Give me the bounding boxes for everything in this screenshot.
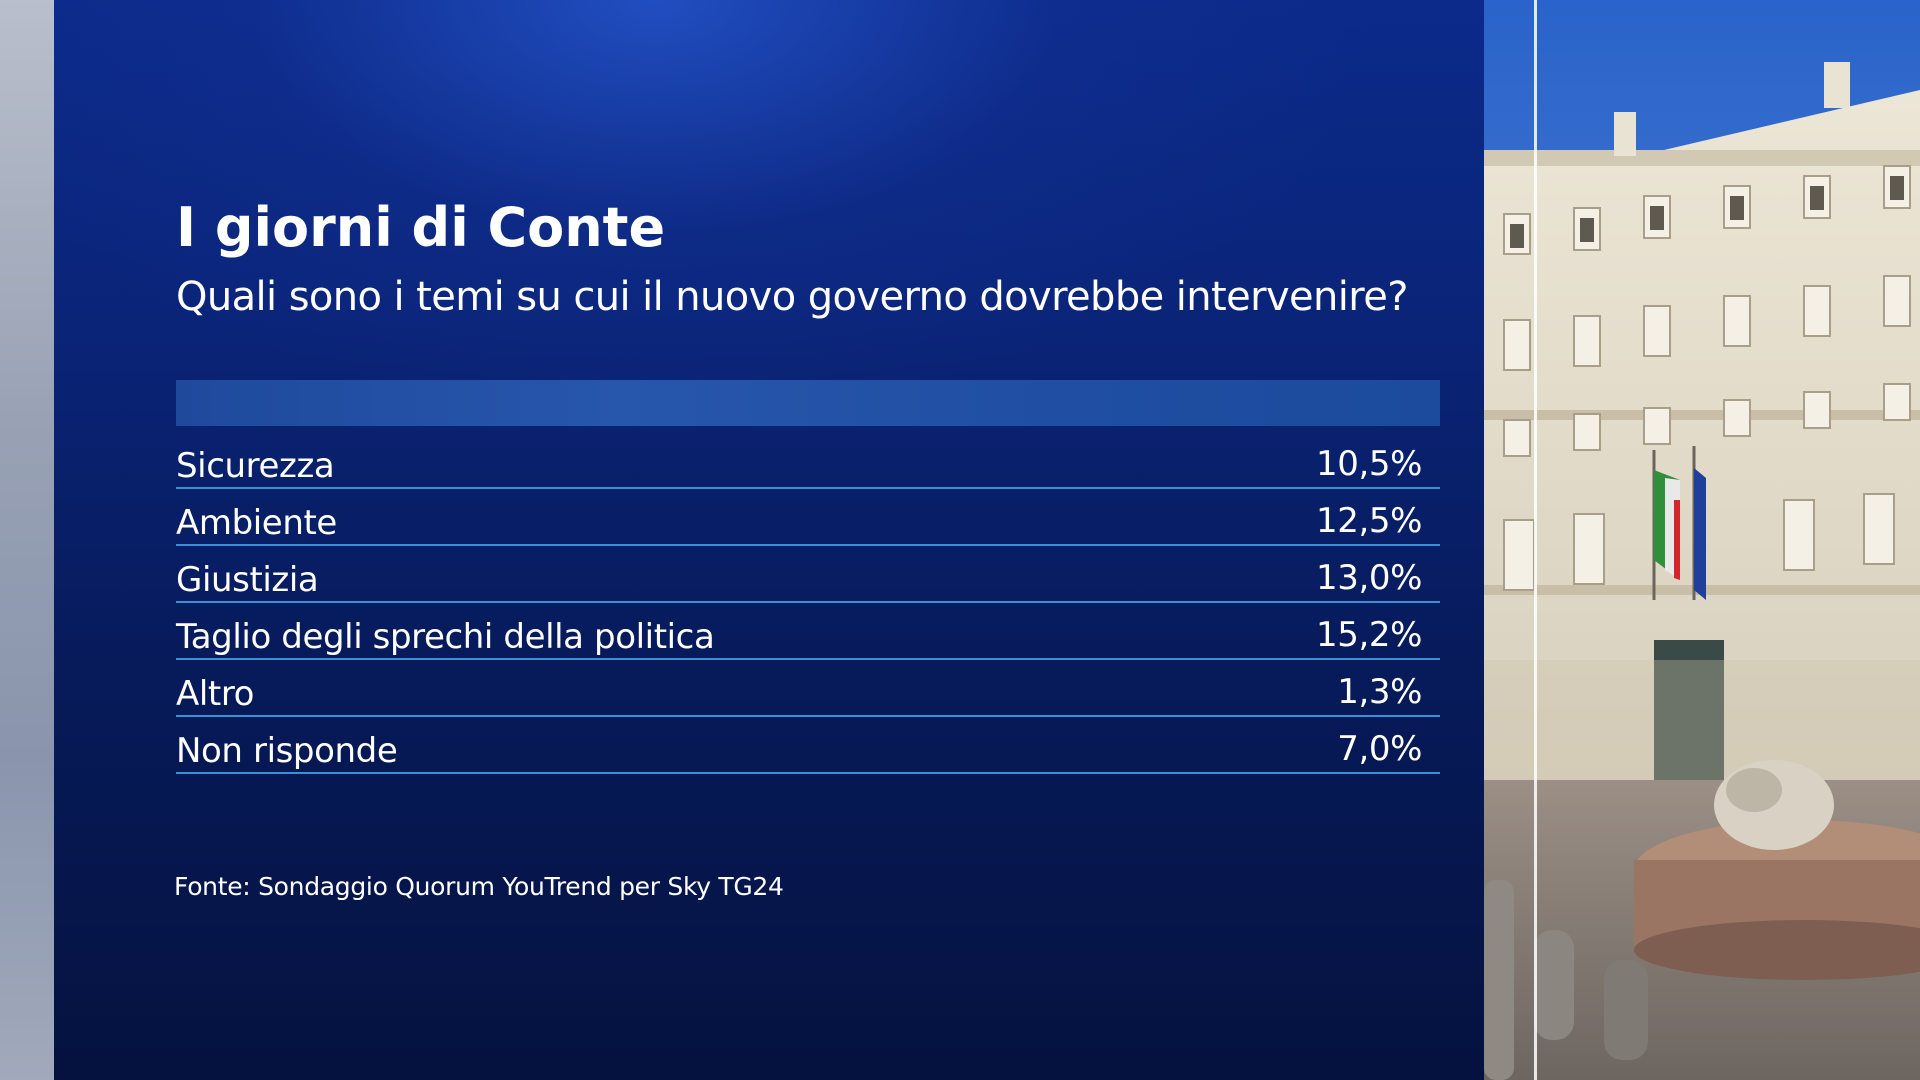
table-row: Non risponde 7,0%: [176, 717, 1440, 774]
row-label: Altro: [176, 674, 255, 714]
table-row: Sicurezza 10,5%: [176, 432, 1440, 489]
content-panel: I giorni di Conte Quali sono i temi su c…: [54, 0, 1484, 1080]
table-row: Ambiente 12,5%: [176, 489, 1440, 546]
table-header-bar: [176, 380, 1440, 426]
row-label: Taglio degli sprechi della politica: [176, 617, 715, 657]
row-value: 1,3%: [1337, 672, 1422, 712]
row-label: Sicurezza: [176, 446, 335, 486]
table-row: Altro 1,3%: [176, 660, 1440, 717]
row-value: 7,0%: [1337, 729, 1422, 769]
chart-title: I giorni di Conte: [176, 196, 666, 259]
palazzo-chigi-photo: [1484, 0, 1920, 1080]
left-background-strip: [0, 0, 54, 1080]
row-label: Giustizia: [176, 560, 319, 600]
chart-subtitle: Quali sono i temi su cui il nuovo govern…: [176, 274, 1409, 320]
table-row: Taglio degli sprechi della politica 15,2%: [176, 603, 1440, 660]
row-value: 12,5%: [1315, 501, 1422, 541]
table-row: Giustizia 13,0%: [176, 546, 1440, 603]
photo-divider: [1534, 0, 1537, 1080]
source-note: Fonte: Sondaggio Quorum YouTrend per Sky…: [174, 872, 784, 901]
row-label: Ambiente: [176, 503, 337, 543]
row-value: 13,0%: [1315, 558, 1422, 598]
results-table: Sicurezza 10,5% Ambiente 12,5% Giustizia 13,0…: [176, 432, 1440, 774]
row-value: 10,5%: [1315, 444, 1422, 484]
row-value: 15,2%: [1315, 615, 1422, 655]
row-label: Non risponde: [176, 731, 398, 771]
